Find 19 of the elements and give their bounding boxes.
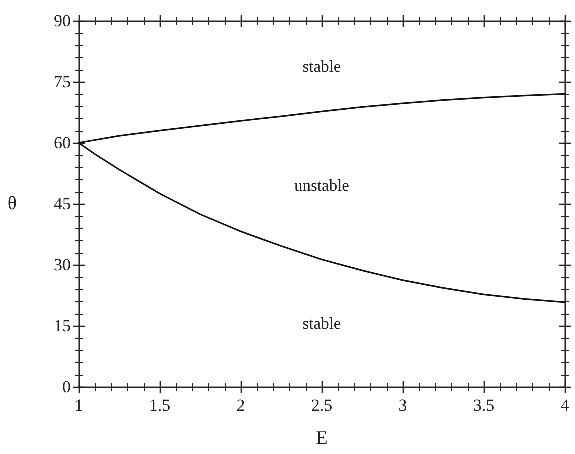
y-tick-label: 15 [54,316,71,336]
y-tick-label: 45 [54,194,71,214]
x-tick-label: 3 [398,396,408,415]
y-tick-label: 60 [54,134,71,152]
x-tick-label: 3.5 [473,396,495,415]
y-tick-label: 0 [62,378,71,396]
y-tick-label: 75 [54,72,71,92]
y-tick-label: 90 [54,12,71,30]
x-tick-label: 1 [74,396,84,415]
x-tick-label: 2 [236,396,246,415]
y-axis-title: θ [8,194,17,214]
annotation: unstable [294,176,350,196]
x-tick-label: 1.5 [149,396,171,415]
x-axis-title: E [316,428,328,449]
annotation: stable [302,56,342,76]
y-tick-label: 30 [54,256,71,274]
x-tick-label: 4 [560,396,570,415]
annotation: stable [302,314,342,333]
x-tick-label: 2.5 [311,396,333,415]
